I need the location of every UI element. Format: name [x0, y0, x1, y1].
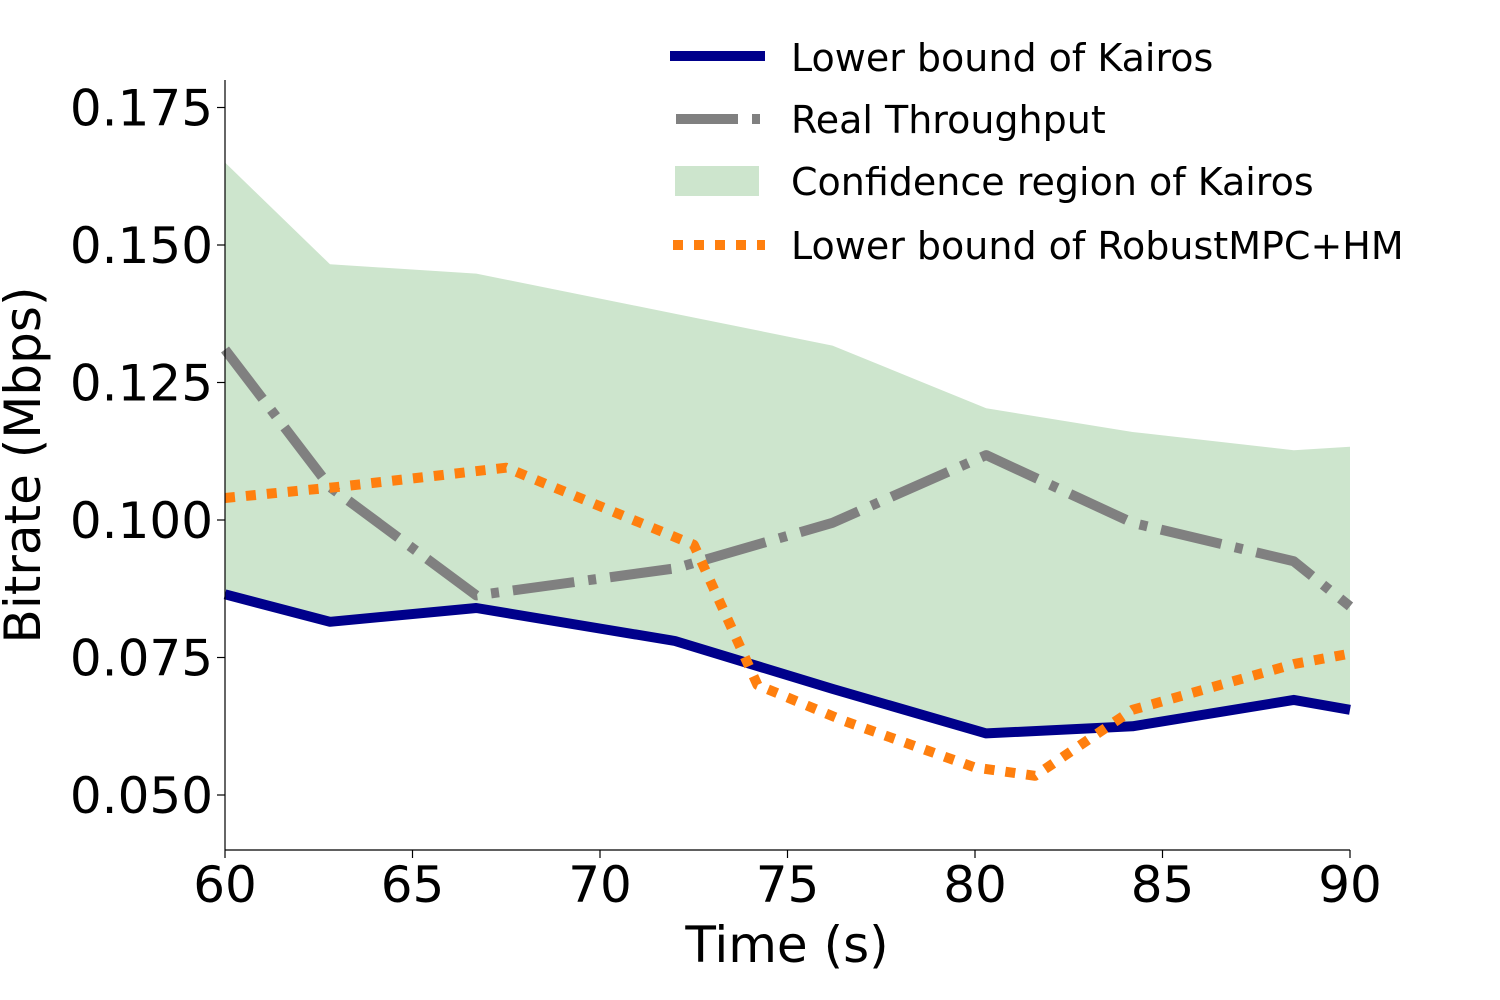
- ticks: 60 65 70 75 80 85 90 0.050 0.075 0.100 0.125 0.150 0…: [70, 80, 1382, 915]
- y-tick-label: 0.050: [70, 767, 213, 825]
- series-line-real-throughput: [221, 346, 1354, 611]
- x-tick-label: 80: [943, 856, 1007, 914]
- legend: Lower bound of Kairos Real Throughput Co…: [670, 36, 1404, 268]
- y-tick-label: 0.075: [70, 630, 213, 688]
- x-tick-label: 65: [381, 856, 445, 914]
- x-tick-label: 90: [1318, 856, 1382, 914]
- plot-area: [221, 162, 1354, 781]
- y-axis-label: Bitrate (Mbps): [0, 287, 52, 644]
- legend-swatch-confidence-region: [675, 166, 759, 196]
- x-tick-label: 85: [1131, 856, 1195, 914]
- legend-label-confidence-region: Confidence region of Kairos: [791, 160, 1314, 204]
- confidence-region: [225, 162, 1350, 734]
- y-tick-label: 0.125: [70, 355, 213, 413]
- x-tick-label: 60: [193, 856, 257, 914]
- x-axis-label: Time (s): [684, 916, 888, 974]
- y-tick-label: 0.175: [70, 80, 213, 138]
- series-line-lower-bound-of-kairos: [223, 589, 1351, 739]
- legend-label-real-throughput: Real Throughput: [791, 98, 1106, 142]
- x-tick-label: 75: [756, 856, 820, 914]
- y-tick-label: 0.150: [70, 217, 213, 275]
- legend-label-kairos-lower: Lower bound of Kairos: [791, 36, 1213, 80]
- y-tick-label: 0.100: [70, 492, 213, 550]
- x-tick-label: 70: [568, 856, 632, 914]
- legend-label-robustmpc-lower: Lower bound of RobustMPC+HM: [791, 224, 1404, 268]
